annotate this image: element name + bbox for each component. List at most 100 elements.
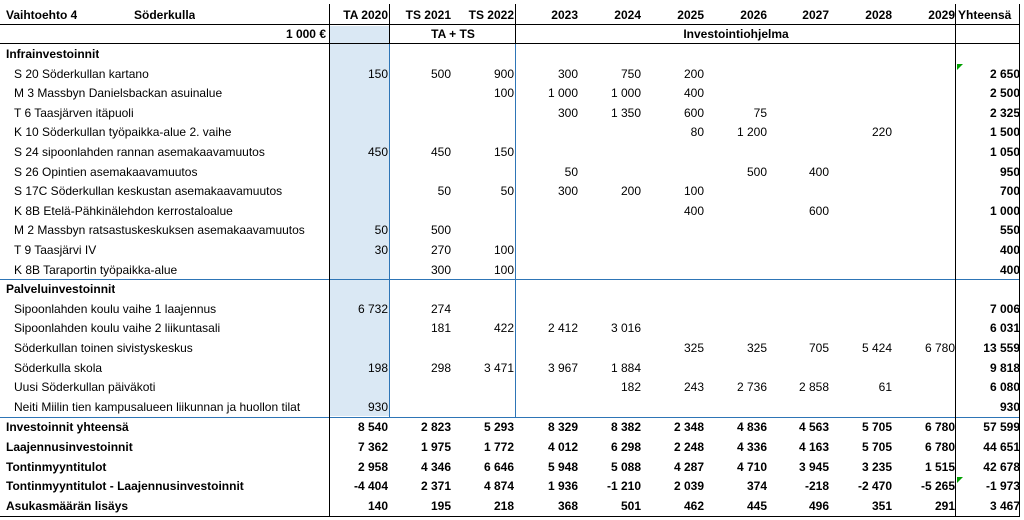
row-label: K 8B Etelä-Pähkinälehdon kerrostaloalue xyxy=(14,204,233,218)
cell-value: 274 xyxy=(430,302,451,316)
cell-value: 1 936 xyxy=(547,479,578,493)
option-title: Vaihtoehto 4 xyxy=(6,8,78,22)
summary-label: Tontinmyyntitulot - Laajennusinvestoinni… xyxy=(6,479,244,493)
row-label: T 9 Taasjärvi IV xyxy=(14,243,97,257)
cell-value: 300 xyxy=(557,106,578,120)
cell-value: 200 xyxy=(620,184,641,198)
cell-value: 501 xyxy=(620,499,641,513)
row-label: S 24 sipoonlahden rannan asemakaavamuuto… xyxy=(14,145,265,159)
cell-value: 220 xyxy=(871,125,892,139)
cell-value: 5 705 xyxy=(861,440,892,454)
row-label: S 26 Opintien asemakaavamuutos xyxy=(14,165,198,179)
cell-value: 3 235 xyxy=(861,460,892,474)
cell-value: 1 515 xyxy=(924,460,955,474)
cell-value: 50 xyxy=(437,184,451,198)
cell-value: 140 xyxy=(367,499,388,513)
column-header: 2025 xyxy=(677,8,704,22)
cell-value: 4 336 xyxy=(736,440,767,454)
cell-value: 1 350 xyxy=(610,106,641,120)
row-total: 1 000 xyxy=(989,204,1020,218)
cell-value: 6 646 xyxy=(483,460,514,474)
summary-label: Laajennusinvestoinnit xyxy=(6,440,133,454)
comment-marker xyxy=(957,64,963,70)
cell-value: 400 xyxy=(808,165,829,179)
row-label: K 10 Söderkullan työpaikka-alue 2. vaihe xyxy=(14,125,232,139)
cell-value: 243 xyxy=(683,380,704,394)
cell-value: 80 xyxy=(690,125,704,139)
cell-value: 5 088 xyxy=(610,460,641,474)
row-label: M 2 Massbyn ratsastuskeskuksen asemakaav… xyxy=(14,223,305,237)
cell-value: 270 xyxy=(430,243,451,257)
row-label: S 20 Söderkullan kartano xyxy=(14,67,149,81)
cell-value: 500 xyxy=(430,223,451,237)
column-header: TA 2020 xyxy=(343,8,388,22)
cell-value: 462 xyxy=(683,499,704,513)
cell-value: 4 012 xyxy=(547,440,578,454)
cell-value: 422 xyxy=(493,321,514,335)
cell-value: 300 xyxy=(557,67,578,81)
cell-value: 5 705 xyxy=(861,420,892,434)
cell-value: 368 xyxy=(557,499,578,513)
row-label: K 8B Taraportin työpaikka-alue xyxy=(14,263,178,277)
cell-value: 2 823 xyxy=(420,420,451,434)
row-total: 2 650 xyxy=(989,67,1020,81)
cell-value: 5 948 xyxy=(547,460,578,474)
column-header: Yhteensä xyxy=(958,8,1012,22)
cell-value: 6 780 xyxy=(924,440,955,454)
cell-value: 4 163 xyxy=(798,440,829,454)
section-title: Infrainvestoinnit xyxy=(6,47,100,61)
cell-value: 750 xyxy=(620,67,641,81)
comment-marker xyxy=(957,477,963,483)
row-label: Sipoonlahden koulu vaihe 1 laajennus xyxy=(14,302,217,316)
row-total: 3 467 xyxy=(989,499,1020,513)
row-total: 7 006 xyxy=(989,302,1020,316)
h-rule xyxy=(0,43,1020,44)
area-title: Söderkulla xyxy=(134,8,196,22)
h-rule xyxy=(0,279,1020,280)
row-total: 400 xyxy=(999,263,1020,277)
cell-value: 100 xyxy=(493,263,514,277)
cell-value: 4 287 xyxy=(673,460,704,474)
column-header: 2027 xyxy=(802,8,829,22)
cell-value: 500 xyxy=(746,165,767,179)
ta-2020-highlight xyxy=(330,26,390,416)
row-total: 9 818 xyxy=(989,361,1020,375)
v-rule xyxy=(955,4,956,517)
cell-value: 218 xyxy=(493,499,514,513)
v-rule xyxy=(515,4,516,44)
cell-value: -218 xyxy=(804,479,829,493)
v-rule xyxy=(329,4,330,517)
summary-label: Tontinmyyntitulot xyxy=(6,460,107,474)
row-total: 6 031 xyxy=(989,321,1020,335)
cell-value: 2 736 xyxy=(736,380,767,394)
cell-value: 500 xyxy=(430,67,451,81)
h-rule xyxy=(0,24,1020,25)
cell-value: 50 xyxy=(374,223,388,237)
cell-value: 2 348 xyxy=(673,420,704,434)
row-total: 700 xyxy=(999,184,1020,198)
cell-value: 4 874 xyxy=(483,479,514,493)
cell-value: 4 563 xyxy=(798,420,829,434)
row-total: 2 325 xyxy=(989,106,1020,120)
cell-value: 195 xyxy=(430,499,451,513)
cell-value: 300 xyxy=(430,263,451,277)
cell-value: 1 000 xyxy=(610,86,641,100)
cell-value: 150 xyxy=(493,145,514,159)
cell-value: 3 945 xyxy=(798,460,829,474)
cell-value: 2 248 xyxy=(673,440,704,454)
section-title: Palveluinvestoinnit xyxy=(6,282,116,297)
cell-value: 930 xyxy=(367,400,388,414)
cell-value: 198 xyxy=(367,361,388,375)
cell-value: 50 xyxy=(564,165,578,179)
cell-value: 100 xyxy=(493,86,514,100)
cell-value: 1 772 xyxy=(483,440,514,454)
row-total: 400 xyxy=(999,243,1020,257)
cell-value: 8 540 xyxy=(357,420,388,434)
cell-value: 3 967 xyxy=(547,361,578,375)
cell-value: -5 265 xyxy=(920,479,955,493)
cell-value: 2 371 xyxy=(420,479,451,493)
row-label: Sipoonlahden koulu vaihe 2 liikuntasali xyxy=(14,321,221,335)
cell-value: 6 298 xyxy=(610,440,641,454)
v-rule xyxy=(389,4,390,44)
cell-value: 400 xyxy=(683,86,704,100)
